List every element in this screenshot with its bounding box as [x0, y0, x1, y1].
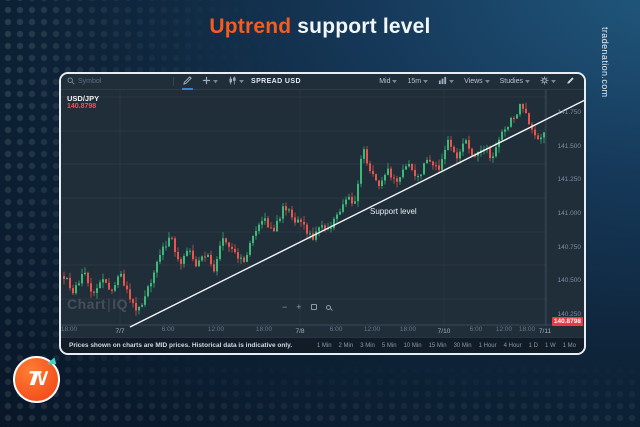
zoom-in-button[interactable]: +	[296, 302, 302, 312]
timeframe-1-mo[interactable]: 1 Mo	[562, 342, 576, 349]
time-axis-label: 12:00	[363, 326, 381, 333]
support-level-annotation: Support level	[370, 207, 417, 216]
time-axis-label: 7/10	[437, 328, 451, 335]
candlestick-chart[interactable]	[61, 74, 584, 353]
draw-tool-button[interactable]	[178, 74, 197, 90]
views-menu-button[interactable]: Views	[459, 74, 495, 90]
timeframe-2-min[interactable]: 2 Min	[338, 342, 354, 349]
tradenation-logo: TN	[13, 356, 60, 403]
chevron-down-icon	[449, 79, 454, 84]
symbol-search-placeholder: Symbol	[78, 78, 102, 85]
price-badge: 140.8798	[551, 317, 583, 326]
timeframe-4-hour[interactable]: 4 Hour	[503, 342, 522, 349]
time-axis-label: 6:00	[469, 326, 483, 333]
chevron-down-icon	[551, 79, 556, 84]
studies-menu-button[interactable]: Studies	[495, 74, 535, 90]
price-axis[interactable]: 140.8798 141.750 141.500 141.250 141.000 140…	[546, 90, 584, 326]
timeframe-menu-button[interactable]: 15m	[402, 74, 433, 90]
timeframe-1-d[interactable]: 1 D	[528, 342, 538, 349]
time-axis-label: 12:00	[495, 326, 513, 333]
candle-chart-icon	[228, 76, 237, 87]
site-url: tradenation.com	[600, 27, 610, 98]
chevron-down-icon	[423, 79, 428, 84]
search-icon	[67, 76, 75, 87]
logo-spark-icon	[47, 356, 58, 367]
mid-menu-button[interactable]: Mid	[374, 74, 402, 90]
price-axis-label: 141.500	[557, 143, 582, 150]
time-axis-label: 12:00	[207, 326, 225, 333]
time-axis-label: 7/8	[295, 328, 305, 335]
chevron-down-icon	[484, 79, 490, 84]
timeframe-10-min[interactable]: 10 Min	[403, 342, 422, 349]
symbol-info: USD/JPY 140.8798	[67, 94, 99, 112]
timeframe-1-w[interactable]: 1 W	[544, 342, 556, 349]
chart-toolbar: Symbol SPREAD USD Mid 15m Views Studies	[61, 74, 584, 90]
price-axis-label: 141.750	[557, 109, 582, 116]
timeframe-30-min[interactable]: 30 Min	[453, 342, 472, 349]
page-title-rest: support level	[297, 15, 431, 38]
symbol-search-input[interactable]: Symbol	[61, 76, 169, 87]
price-axis-label: 140.250	[557, 311, 582, 318]
time-axis-label: 18:00	[518, 326, 536, 333]
chart-footer-bar: Prices shown on charts are MID prices. H…	[61, 337, 584, 353]
price-axis-label: 140.500	[557, 277, 582, 284]
toolbar-right-group: Mid 15m Views Studies	[374, 74, 584, 90]
page-title: Uptrend support level	[0, 15, 640, 39]
toolbar-divider	[173, 77, 174, 86]
timeframe-1-hour[interactable]: 1 Hour	[478, 342, 497, 349]
price-axis-label: 141.000	[557, 210, 582, 217]
chart-zoom-controls: − +	[282, 302, 331, 312]
active-tool-indicator	[182, 87, 193, 90]
symbol-name: USD/JPY	[67, 94, 100, 103]
time-axis-label: 7/7	[115, 328, 125, 335]
chart-panel: Symbol SPREAD USD Mid 15m Views Studies	[59, 72, 586, 355]
chevron-down-icon	[392, 79, 398, 84]
timeframe-1-min[interactable]: 1 Min	[316, 342, 332, 349]
chart-style-button[interactable]	[223, 74, 249, 90]
chartiq-watermark-part1: Chart	[67, 296, 107, 312]
time-axis-label: 6:00	[329, 326, 343, 333]
chevron-down-icon	[525, 79, 530, 84]
spread-usd-button[interactable]: SPREAD USD	[251, 78, 301, 85]
timeframe-5-min[interactable]: 5 Min	[381, 342, 397, 349]
chartiq-watermark: Chart|IQ	[67, 296, 128, 312]
time-axis[interactable]: 18:00 7/7 6:00 12:00 18:00 7/8 6:00 12:00 18:00 7…	[61, 325, 584, 337]
draw-icon	[566, 76, 575, 87]
timeframe-15-min[interactable]: 15 Min	[428, 342, 447, 349]
timeframe-list: 1 Min 2 Min 3 Min 5 Min 10 Min 15 Min 30 Min 1 …	[317, 343, 576, 349]
draw-toggle-button[interactable]	[561, 74, 580, 90]
time-axis-label: 6:00	[161, 326, 175, 333]
time-axis-label: 18:00	[255, 326, 273, 333]
timeframe-3-min[interactable]: 3 Min	[360, 342, 375, 349]
pencil-icon	[183, 76, 192, 87]
add-comparison-button[interactable]	[197, 74, 223, 90]
page-title-highlight: Uptrend	[209, 15, 292, 38]
gear-icon	[540, 76, 549, 87]
time-axis-label: 18:00	[399, 326, 417, 333]
chevron-down-icon	[239, 79, 244, 84]
support-trendline[interactable]	[129, 99, 584, 328]
chevron-down-icon	[213, 79, 218, 84]
magnifier-icon[interactable]	[325, 304, 331, 310]
zoom-out-button[interactable]: −	[282, 302, 288, 312]
price-axis-label: 140.750	[557, 244, 582, 251]
disclaimer-text: Prices shown on charts are MID prices. H…	[69, 342, 293, 349]
settings-menu-button[interactable]	[535, 74, 561, 90]
chartiq-watermark-divider: |	[107, 296, 112, 312]
plus-icon	[202, 76, 211, 87]
symbol-price: 140.8798	[67, 103, 97, 111]
time-axis-label: 18:00	[60, 326, 78, 333]
logo-monogram: TN	[25, 368, 42, 390]
bar-chart-icon	[438, 76, 447, 87]
price-axis-label: 141.250	[557, 176, 582, 183]
chart-type-menu-button[interactable]	[433, 74, 459, 90]
chartiq-watermark-part2: IQ	[112, 296, 128, 312]
fit-screen-icon[interactable]	[310, 304, 317, 310]
time-axis-label: 7/11	[538, 328, 552, 335]
